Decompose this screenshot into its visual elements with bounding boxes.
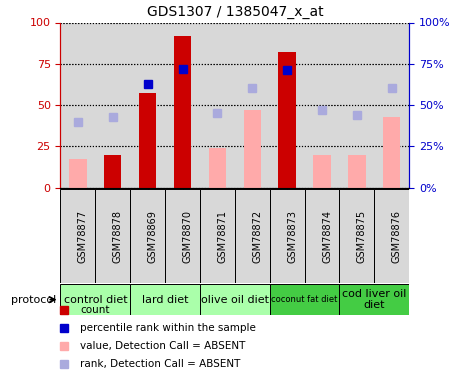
Text: GSM78869: GSM78869 <box>148 210 158 262</box>
Bar <box>200 189 235 283</box>
Bar <box>139 93 156 188</box>
Bar <box>348 154 365 188</box>
Text: GSM78876: GSM78876 <box>392 210 402 263</box>
Text: count: count <box>80 305 110 315</box>
Text: value, Detection Call = ABSENT: value, Detection Call = ABSENT <box>80 341 246 351</box>
Bar <box>95 189 130 283</box>
Title: GDS1307 / 1385047_x_at: GDS1307 / 1385047_x_at <box>146 5 323 19</box>
Text: rank, Detection Call = ABSENT: rank, Detection Call = ABSENT <box>80 359 241 369</box>
Text: GSM78872: GSM78872 <box>252 210 262 263</box>
Bar <box>69 159 86 188</box>
Text: protocol: protocol <box>11 295 56 304</box>
Bar <box>339 189 374 283</box>
Bar <box>174 36 191 188</box>
Bar <box>200 284 270 315</box>
Bar <box>104 154 121 188</box>
Bar <box>130 189 165 283</box>
Text: GSM78878: GSM78878 <box>113 210 123 263</box>
Bar <box>209 148 226 188</box>
Bar <box>235 22 270 188</box>
Text: olive oil diet: olive oil diet <box>201 295 269 304</box>
Bar <box>165 22 200 188</box>
Bar <box>270 22 305 188</box>
Bar <box>130 22 165 188</box>
Text: GSM78873: GSM78873 <box>287 210 297 263</box>
Bar <box>60 189 95 283</box>
Bar <box>60 284 130 315</box>
Bar <box>235 189 270 283</box>
Bar <box>270 189 305 283</box>
Bar <box>270 284 339 315</box>
Bar <box>200 22 235 188</box>
Bar <box>279 52 296 188</box>
Bar <box>339 284 409 315</box>
Text: lard diet: lard diet <box>142 295 188 304</box>
Bar <box>95 22 130 188</box>
Text: cod liver oil
diet: cod liver oil diet <box>342 289 406 310</box>
Text: coconut fat diet: coconut fat diet <box>272 295 338 304</box>
Text: GSM78877: GSM78877 <box>78 210 88 263</box>
Bar <box>374 22 409 188</box>
Bar <box>374 189 409 283</box>
Text: GSM78874: GSM78874 <box>322 210 332 263</box>
Text: GSM78870: GSM78870 <box>182 210 193 263</box>
Text: GSM78875: GSM78875 <box>357 210 367 263</box>
Text: percentile rank within the sample: percentile rank within the sample <box>80 323 256 333</box>
Bar <box>130 284 200 315</box>
Bar <box>339 22 374 188</box>
Text: GSM78871: GSM78871 <box>218 210 227 263</box>
Bar <box>244 110 261 188</box>
Bar <box>305 189 339 283</box>
Bar <box>383 117 400 188</box>
Bar <box>165 189 200 283</box>
Bar <box>60 22 95 188</box>
Bar <box>313 154 331 188</box>
Text: control diet: control diet <box>64 295 127 304</box>
Bar <box>305 22 339 188</box>
